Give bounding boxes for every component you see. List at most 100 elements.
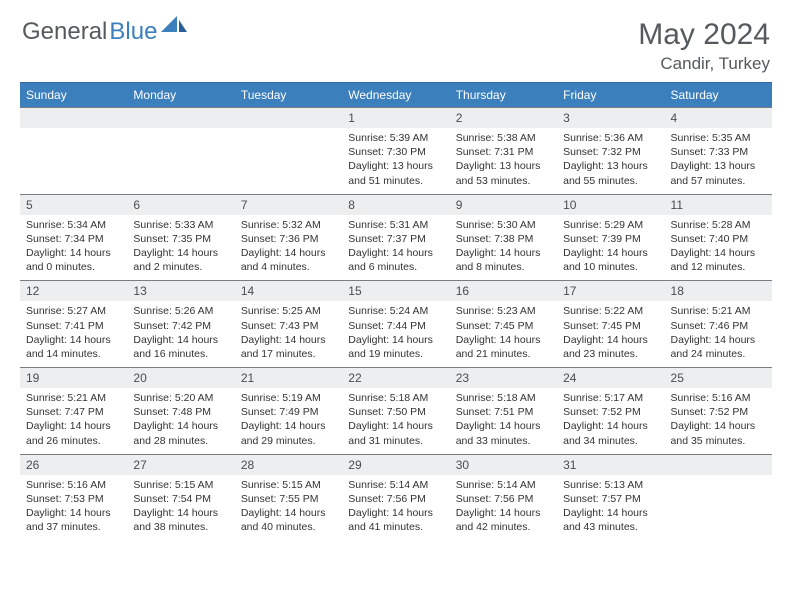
day-number: 16 xyxy=(450,281,557,301)
day-number: 3 xyxy=(557,108,664,128)
daylight-text: Daylight: 14 hours and 0 minutes. xyxy=(26,246,121,274)
sunrise-text: Sunrise: 5:31 AM xyxy=(348,218,443,232)
brand-part1: General xyxy=(22,18,107,46)
sunrise-text: Sunrise: 5:14 AM xyxy=(348,478,443,492)
daylight-text: Daylight: 14 hours and 12 minutes. xyxy=(671,246,766,274)
sunset-text: Sunset: 7:36 PM xyxy=(241,232,336,246)
day-number xyxy=(127,108,234,128)
day-number: 6 xyxy=(127,195,234,215)
sunset-text: Sunset: 7:51 PM xyxy=(456,405,551,419)
day-data: Sunrise: 5:29 AMSunset: 7:39 PMDaylight:… xyxy=(557,215,664,281)
daylight-text: Daylight: 14 hours and 16 minutes. xyxy=(133,333,228,361)
day-number: 9 xyxy=(450,195,557,215)
day-data: Sunrise: 5:26 AMSunset: 7:42 PMDaylight:… xyxy=(127,301,234,367)
sunset-text: Sunset: 7:46 PM xyxy=(671,319,766,333)
day-data: Sunrise: 5:28 AMSunset: 7:40 PMDaylight:… xyxy=(665,215,772,281)
sunset-text: Sunset: 7:49 PM xyxy=(241,405,336,419)
sunset-text: Sunset: 7:52 PM xyxy=(563,405,658,419)
sunset-text: Sunset: 7:43 PM xyxy=(241,319,336,333)
daylight-text: Daylight: 14 hours and 6 minutes. xyxy=(348,246,443,274)
day-data: Sunrise: 5:35 AMSunset: 7:33 PMDaylight:… xyxy=(665,128,772,194)
day-number: 23 xyxy=(450,368,557,388)
calendar-day-cell: 25Sunrise: 5:16 AMSunset: 7:52 PMDayligh… xyxy=(665,368,772,455)
sunset-text: Sunset: 7:34 PM xyxy=(26,232,121,246)
calendar-day-cell xyxy=(665,454,772,540)
sunrise-text: Sunrise: 5:34 AM xyxy=(26,218,121,232)
calendar-week-row: 26Sunrise: 5:16 AMSunset: 7:53 PMDayligh… xyxy=(20,454,772,540)
sunset-text: Sunset: 7:52 PM xyxy=(671,405,766,419)
day-data: Sunrise: 5:18 AMSunset: 7:50 PMDaylight:… xyxy=(342,388,449,454)
location-subtitle: Candir, Turkey xyxy=(638,54,770,74)
sunset-text: Sunset: 7:48 PM xyxy=(133,405,228,419)
weekday-header: Monday xyxy=(127,83,234,108)
day-number: 28 xyxy=(235,455,342,475)
day-data: Sunrise: 5:16 AMSunset: 7:53 PMDaylight:… xyxy=(20,475,127,541)
sunrise-text: Sunrise: 5:20 AM xyxy=(133,391,228,405)
sunrise-text: Sunrise: 5:16 AM xyxy=(26,478,121,492)
day-number: 19 xyxy=(20,368,127,388)
calendar-day-cell: 16 Sunrise: 5:23 AMSunset: 7:45 PMDayligh… xyxy=(450,281,557,368)
daylight-text: Daylight: 14 hours and 40 minutes. xyxy=(241,506,336,534)
day-number: 26 xyxy=(20,455,127,475)
day-data: Sunrise: 5:30 AMSunset: 7:38 PMDaylight:… xyxy=(450,215,557,281)
sunset-text: Sunset: 7:32 PM xyxy=(563,145,658,159)
sunrise-text: Sunrise: 5:32 AM xyxy=(241,218,336,232)
day-data: Sunrise: 5:24 AMSunset: 7:44 PMDaylight:… xyxy=(342,301,449,367)
day-data: Sunrise: 5:25 AMSunset: 7:43 PMDaylight:… xyxy=(235,301,342,367)
calendar-day-cell: 6Sunrise: 5:33 AMSunset: 7:35 PMDaylight… xyxy=(127,194,234,281)
daylight-text: Daylight: 14 hours and 29 minutes. xyxy=(241,419,336,447)
day-number: 18 xyxy=(665,281,772,301)
sunrise-text: Sunrise: 5:18 AM xyxy=(456,391,551,405)
sunset-text: Sunset: 7:33 PM xyxy=(671,145,766,159)
weekday-header: Tuesday xyxy=(235,83,342,108)
sunset-text: Sunset: 7:45 PM xyxy=(456,319,551,333)
daylight-text: Daylight: 14 hours and 19 minutes. xyxy=(348,333,443,361)
day-data: Sunrise: 5:14 AMSunset: 7:56 PMDaylight:… xyxy=(450,475,557,541)
day-number: 2 xyxy=(450,108,557,128)
sunset-text: Sunset: 7:37 PM xyxy=(348,232,443,246)
day-data: Sunrise: 5:33 AMSunset: 7:35 PMDaylight:… xyxy=(127,215,234,281)
sunrise-text: Sunrise: 5:15 AM xyxy=(241,478,336,492)
sunrise-text: Sunrise: 5:38 AM xyxy=(456,131,551,145)
calendar-day-cell: 24Sunrise: 5:17 AMSunset: 7:52 PMDayligh… xyxy=(557,368,664,455)
day-data: Sunrise: 5:18 AMSunset: 7:51 PMDaylight:… xyxy=(450,388,557,454)
daylight-text: Daylight: 13 hours and 51 minutes. xyxy=(348,159,443,187)
day-number: 27 xyxy=(127,455,234,475)
calendar-day-cell: 3Sunrise: 5:36 AMSunset: 7:32 PMDaylight… xyxy=(557,108,664,195)
day-number: 15 xyxy=(342,281,449,301)
calendar-day-cell: 20Sunrise: 5:20 AMSunset: 7:48 PMDayligh… xyxy=(127,368,234,455)
calendar-day-cell: 29Sunrise: 5:14 AMSunset: 7:56 PMDayligh… xyxy=(342,454,449,540)
day-number: 11 xyxy=(665,195,772,215)
daylight-text: Daylight: 14 hours and 43 minutes. xyxy=(563,506,658,534)
sunrise-text: Sunrise: 5:23 AM xyxy=(456,304,551,318)
sunrise-text: Sunrise: 5:25 AM xyxy=(241,304,336,318)
day-number: 22 xyxy=(342,368,449,388)
calendar-day-cell: 5Sunrise: 5:34 AMSunset: 7:34 PMDaylight… xyxy=(20,194,127,281)
calendar-day-cell xyxy=(127,108,234,195)
weekday-header: Friday xyxy=(557,83,664,108)
day-data: Sunrise: 5:15 AMSunset: 7:54 PMDaylight:… xyxy=(127,475,234,541)
calendar-day-cell: 11Sunrise: 5:28 AMSunset: 7:40 PMDayligh… xyxy=(665,194,772,281)
sunrise-text: Sunrise: 5:29 AM xyxy=(563,218,658,232)
day-number: 29 xyxy=(342,455,449,475)
day-number: 1 xyxy=(342,108,449,128)
day-data: Sunrise: 5:17 AMSunset: 7:52 PMDaylight:… xyxy=(557,388,664,454)
day-data: Sunrise: 5:36 AMSunset: 7:32 PMDaylight:… xyxy=(557,128,664,194)
calendar-day-cell: 19Sunrise: 5:21 AMSunset: 7:47 PMDayligh… xyxy=(20,368,127,455)
sunset-text: Sunset: 7:47 PM xyxy=(26,405,121,419)
sunrise-text: Sunrise: 5:27 AM xyxy=(26,304,121,318)
sunrise-text: Sunrise: 5:16 AM xyxy=(671,391,766,405)
calendar-week-row: 19Sunrise: 5:21 AMSunset: 7:47 PMDayligh… xyxy=(20,368,772,455)
calendar-day-cell: 2Sunrise: 5:38 AMSunset: 7:31 PMDaylight… xyxy=(450,108,557,195)
sunset-text: Sunset: 7:56 PM xyxy=(348,492,443,506)
day-data: Sunrise: 5:39 AMSunset: 7:30 PMDaylight:… xyxy=(342,128,449,194)
day-data: Sunrise: 5:34 AMSunset: 7:34 PMDaylight:… xyxy=(20,215,127,281)
sunrise-text: Sunrise: 5:17 AM xyxy=(563,391,658,405)
daylight-text: Daylight: 14 hours and 35 minutes. xyxy=(671,419,766,447)
sunrise-text: Sunrise: 5:36 AM xyxy=(563,131,658,145)
daylight-text: Daylight: 14 hours and 21 minutes. xyxy=(456,333,551,361)
sunset-text: Sunset: 7:57 PM xyxy=(563,492,658,506)
sail-icon xyxy=(161,16,187,41)
calendar-table: SundayMondayTuesdayWednesdayThursdayFrid… xyxy=(20,82,772,540)
day-number: 30 xyxy=(450,455,557,475)
